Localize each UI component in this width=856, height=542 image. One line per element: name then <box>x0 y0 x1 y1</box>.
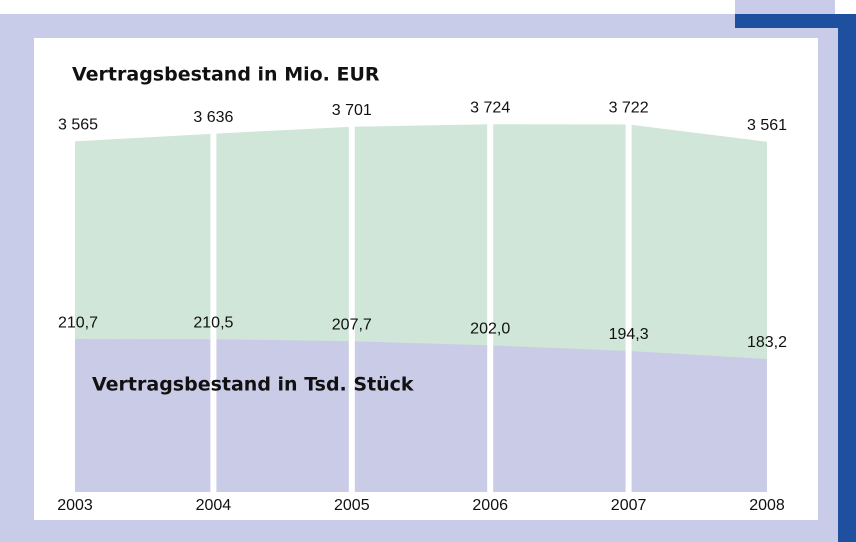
separator <box>348 100 355 494</box>
side-bar-top <box>735 14 856 28</box>
separator <box>625 100 632 494</box>
x-tick-label: 2005 <box>334 497 370 514</box>
x-tick-label: 2007 <box>611 497 647 514</box>
data-label: 210,7 <box>58 314 98 331</box>
x-tick-label: 2003 <box>57 497 93 514</box>
data-label: 207,7 <box>332 316 372 333</box>
data-label: 202,0 <box>470 321 510 338</box>
data-label: 194,3 <box>609 326 649 343</box>
data-label: 3 565 <box>58 117 98 134</box>
area <box>75 339 767 492</box>
x-tick-label: 2004 <box>196 497 232 514</box>
chart-subtitle: Vertragsbestand in Tsd. Stück <box>92 374 414 396</box>
data-label: 3 636 <box>193 109 233 126</box>
separator <box>210 100 217 494</box>
chart-title: Vertragsbestand in Mio. EUR <box>72 64 380 86</box>
frame-tab <box>735 0 835 14</box>
data-label: 183,2 <box>747 334 787 351</box>
data-label: 3 701 <box>332 102 372 119</box>
data-label: 3 561 <box>747 117 787 134</box>
data-label: 3 724 <box>470 99 510 116</box>
data-label: 3 722 <box>609 100 649 117</box>
x-tick-label: 2008 <box>749 497 785 514</box>
side-bar <box>838 14 856 542</box>
separator <box>487 100 494 494</box>
x-tick-label: 2006 <box>472 497 508 514</box>
data-label: 210,5 <box>193 314 233 331</box>
plot <box>75 100 767 494</box>
